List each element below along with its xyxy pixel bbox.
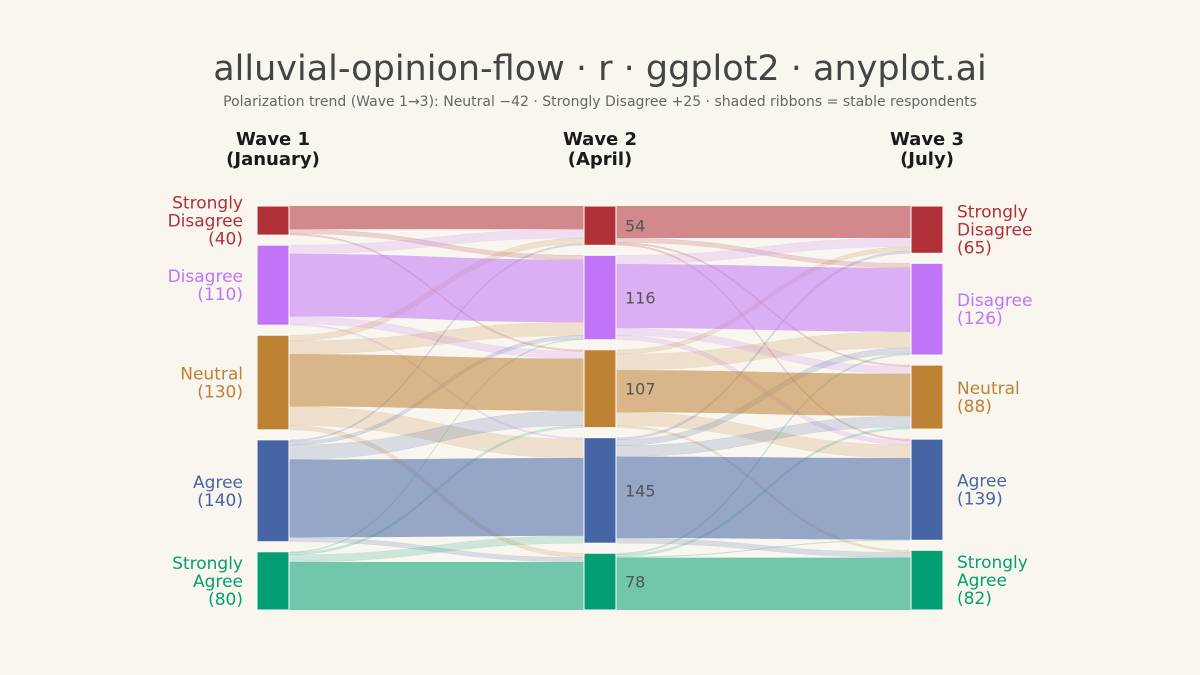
node-wave2-strongly-agree — [583, 552, 617, 611]
label-wave1-neutral: Neutral (130) — [180, 365, 243, 403]
node-wave3-strongly-agree — [910, 549, 944, 611]
label-wave3-agree: Agree (139) — [957, 472, 1007, 510]
flow-w1-neutral-to-disagree — [288, 321, 585, 355]
flow-w2-agree-to-agree — [616, 456, 911, 540]
count-wave2-disagree: 116 — [625, 289, 656, 308]
count-wave2-agree: 145 — [625, 481, 656, 500]
flow-w2-strongly-disagree-to-strongly-disagree — [616, 206, 911, 239]
chart-subtitle: Polarization trend (Wave 1→3): Neutral −… — [223, 94, 977, 110]
node-wave1-agree — [256, 439, 290, 543]
label-wave3-neutral: Neutral (88) — [957, 379, 1020, 417]
label-wave1-disagree: Disagree (110) — [168, 267, 243, 305]
node-wave3-neutral — [910, 364, 944, 430]
flow-w1-neutral-to-neutral — [289, 354, 584, 411]
label-wave3-strongly-disagree: Strongly Disagree (65) — [957, 203, 1032, 259]
flow-w1-agree-to-agree — [289, 458, 584, 538]
flow-w2-neutral-to-neutral — [616, 370, 911, 417]
node-wave2-disagree — [583, 254, 617, 341]
node-wave2-strongly-disagree — [583, 205, 617, 246]
wave-1-header: Wave 1 (January) — [226, 129, 320, 170]
count-wave2-neutral: 107 — [625, 380, 656, 399]
label-wave3-strongly-agree: Strongly Agree (82) — [957, 553, 1028, 609]
flows-layer — [288, 206, 912, 610]
node-wave2-neutral — [583, 349, 617, 429]
node-wave3-disagree — [910, 262, 944, 356]
label-wave1-agree: Agree (140) — [193, 473, 243, 511]
flow-w1-strongly-agree-to-strongly-agree — [289, 561, 584, 610]
node-wave2-agree — [583, 437, 617, 544]
flow-w2-strongly-agree-to-strongly-agree — [616, 557, 911, 610]
node-wave1-disagree — [256, 244, 290, 326]
wave-3-header: Wave 3 (July) — [890, 129, 964, 170]
node-wave1-strongly-disagree — [256, 205, 290, 236]
node-wave3-agree — [910, 438, 944, 541]
chart-title: alluvial-opinion-flow · r · ggplot2 · an… — [213, 49, 987, 89]
count-wave2-strongly-disagree: 54 — [625, 217, 645, 236]
flow-w2-disagree-to-disagree — [616, 264, 911, 332]
node-wave1-strongly-agree — [256, 551, 290, 611]
nodes-layer — [256, 205, 944, 611]
label-wave3-disagree: Disagree (126) — [957, 291, 1032, 329]
wave-2-header: Wave 2 (April) — [563, 129, 637, 170]
label-wave1-strongly-disagree: Strongly Disagree (40) — [168, 194, 243, 250]
labels-layer: Wave 1 (January) Wave 2 (April) Wave 3 (July)… — [168, 129, 1033, 610]
node-wave3-strongly-disagree — [910, 205, 944, 254]
flow-w1-strongly-disagree-to-strongly-disagree — [289, 206, 584, 230]
label-wave1-strongly-agree: Strongly Agree (80) — [172, 554, 243, 610]
node-wave1-neutral — [256, 334, 290, 431]
count-wave2-strongly-agree: 78 — [625, 573, 645, 592]
flow-w1-disagree-to-disagree — [289, 253, 584, 323]
